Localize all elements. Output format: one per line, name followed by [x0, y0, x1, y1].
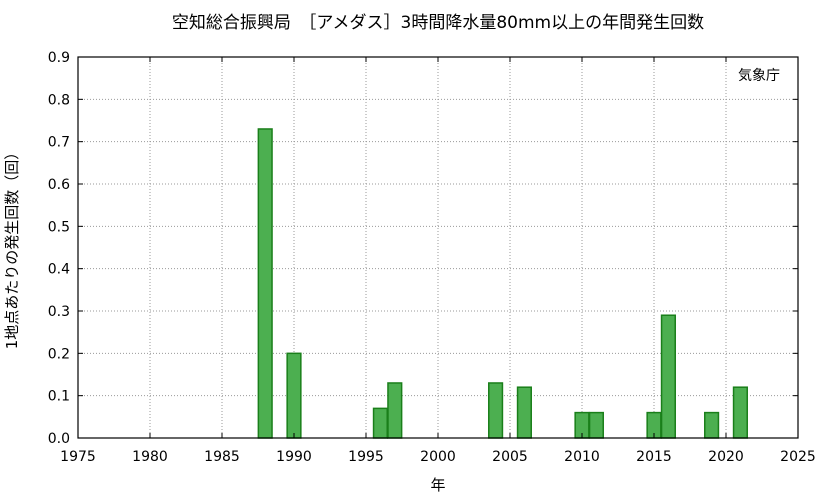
y-tick-label: 0.8	[48, 92, 70, 108]
y-tick-label: 0.3	[48, 304, 70, 320]
bar-1990	[286, 352, 302, 439]
bar-1997	[387, 382, 403, 439]
x-tick-label: 2010	[564, 449, 600, 465]
bar-2006	[516, 386, 532, 439]
x-tick-label: 1980	[132, 449, 168, 465]
x-tick-label: 1990	[276, 449, 312, 465]
y-axis-title: 1地点あたりの発生回数（回）	[3, 145, 21, 350]
x-tick-label: 2020	[708, 449, 744, 465]
axis-ticks: 1975 1980 1985 1990 1995 2000 2005 2010 2015 2020…	[48, 50, 816, 465]
y-tick-label: 0.9	[48, 50, 70, 66]
bar-2004	[488, 382, 504, 439]
x-tick-label: 2005	[492, 449, 528, 465]
bar-2011	[588, 411, 604, 439]
y-tick-label: 0.6	[48, 177, 70, 193]
bars	[257, 128, 748, 439]
x-tick-label: 2025	[780, 449, 816, 465]
y-tick-label: 0.4	[48, 262, 70, 278]
bar-1988	[257, 128, 273, 439]
y-tick-label: 0.2	[48, 346, 70, 362]
y-tick-label: 0.1	[48, 389, 70, 405]
y-tick-label: 0.0	[48, 431, 70, 447]
x-axis-title: 年	[430, 476, 445, 494]
y-tick-label: 0.7	[48, 135, 70, 151]
bar-2016	[660, 314, 676, 439]
grid-lines	[78, 57, 798, 438]
x-tick-label: 1975	[60, 449, 96, 465]
chart-title: 空知総合振興局 ［アメダス］3時間降水量80mm以上の年間発生回数	[172, 13, 704, 33]
bar-2019	[704, 411, 720, 439]
x-tick-label: 1995	[348, 449, 384, 465]
bar-1996	[372, 407, 388, 439]
y-tick-label: 0.5	[48, 219, 70, 235]
x-tick-label: 2015	[636, 449, 672, 465]
x-tick-label: 2000	[420, 449, 456, 465]
bar-2021	[732, 386, 748, 439]
source-annotation: 気象庁	[738, 68, 780, 84]
x-tick-label: 1985	[204, 449, 240, 465]
